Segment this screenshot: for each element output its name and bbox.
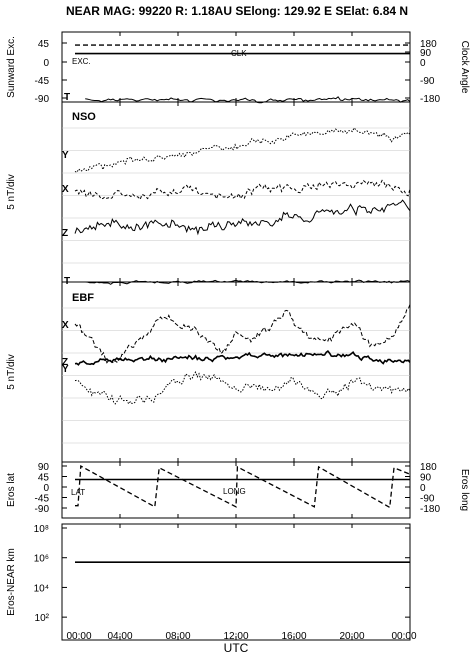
sun-left-tick-2: -45 <box>35 76 50 87</box>
x-tick-label-3: 12:00 <box>223 631 248 642</box>
dist-tick-2: 10⁴ <box>34 583 49 594</box>
eros-left-tick-0: 90 <box>38 462 50 473</box>
ebf-series <box>74 304 411 405</box>
x-tick-labels: 00:00 04:00 08:00 12:00 16:00 20:00 00:00 <box>66 631 416 642</box>
x-axis-ticks: 00:00 04:00 08:00 12:00 16:00 20:00 00:00 <box>61 32 417 642</box>
nso-series <box>74 127 411 285</box>
dist-panel-frame <box>61 523 411 641</box>
eros-right-tick-4: -180 <box>420 504 440 515</box>
nso-t-label: T <box>64 276 70 287</box>
nso-series-x <box>74 179 411 201</box>
dist-tick-1: 10⁶ <box>34 554 49 565</box>
eros-left-tick-3: -45 <box>35 494 50 505</box>
x-tick-label-4: 16:00 <box>281 631 306 642</box>
sun-left-tick-1: 0 <box>43 58 49 69</box>
sun-left-tick-0: 45 <box>38 39 50 50</box>
ebf-label-x: X <box>62 320 69 331</box>
ebf-axis-label: 5 nT/div <box>6 354 17 390</box>
eros-right-tick-0: 180 <box>420 462 437 473</box>
dist-tick-3: 10² <box>35 613 50 624</box>
eros-left-axis-label: Eros lat <box>6 473 17 507</box>
nso-series-y <box>74 127 411 173</box>
dist-ticks: 10⁸ 10⁶ 10⁴ 10² <box>34 524 410 624</box>
sun-series <box>75 44 411 104</box>
sun-right-tick-2: 0 <box>420 58 426 69</box>
x-tick-label-6: 00:00 <box>391 631 416 642</box>
nso-series-z <box>74 199 411 236</box>
eros-series <box>75 464 411 509</box>
long-label: LONG <box>223 487 246 496</box>
ebf-gridlines <box>62 307 410 444</box>
sun-left-ticks: 45 0 -45 -90 <box>35 39 67 105</box>
dist-axis-label: Eros-NEAR km <box>6 548 17 616</box>
x-axis-label: UTC <box>224 641 249 655</box>
sun-left-axis-label: Sunward Exc. <box>6 36 17 98</box>
eros-left-tick-2: 0 <box>43 483 49 494</box>
ebf-series-x <box>74 304 411 364</box>
exc-label: EXC. <box>72 57 91 66</box>
x-tick-label-5: 20:00 <box>339 631 364 642</box>
eros-right-tick-3: -90 <box>420 494 435 505</box>
lat-label: LAT <box>71 488 85 497</box>
ebf-series-z <box>74 349 411 366</box>
nso-t-trace <box>85 279 411 285</box>
nso-label-x: X <box>62 184 69 195</box>
ebf-series-y <box>74 370 411 405</box>
ebf-label-y: Y <box>62 364 69 375</box>
ebf-panel-frame <box>61 281 411 463</box>
sun-right-tick-0: 180 <box>420 39 437 50</box>
eros-left-tick-4: -90 <box>35 504 50 515</box>
series-long <box>75 464 411 509</box>
nso-panel-frame <box>61 101 411 283</box>
eros-right-axis-label: Eros long <box>459 469 470 511</box>
dist-tick-0: 10⁸ <box>34 524 49 535</box>
sun-t-trace <box>85 96 411 104</box>
sun-right-tick-3: -90 <box>420 76 435 87</box>
nso-panel-name: NSO <box>72 111 96 123</box>
nso-gridlines <box>62 127 410 264</box>
sun-left-tick-3: -90 <box>35 94 50 105</box>
sun-right-axis-label: Clock Angle <box>459 41 470 94</box>
sun-panel-frame <box>61 31 411 103</box>
sun-right-tick-1: 90 <box>420 48 432 59</box>
sun-right-tick-4: -180 <box>420 94 440 105</box>
figure-title: NEAR MAG: 99220 R: 1.18AU SElong: 129.92… <box>66 4 408 18</box>
eros-right-tick-1: 90 <box>420 473 432 484</box>
sun-t-label: T <box>64 92 70 103</box>
x-tick-label-0: 00:00 <box>66 631 91 642</box>
nso-label-z: Z <box>62 228 68 239</box>
ebf-panel-name: EBF <box>72 292 94 304</box>
ebf-label-z: Z <box>62 357 68 368</box>
eros-right-tick-2: 0 <box>420 483 426 494</box>
x-tick-label-1: 04:00 <box>107 631 132 642</box>
x-tick-label-2: 08:00 <box>165 631 190 642</box>
eros-left-tick-1: 45 <box>38 473 50 484</box>
nso-label-y: Y <box>62 150 69 161</box>
nso-axis-label: 5 nT/div <box>6 174 17 210</box>
